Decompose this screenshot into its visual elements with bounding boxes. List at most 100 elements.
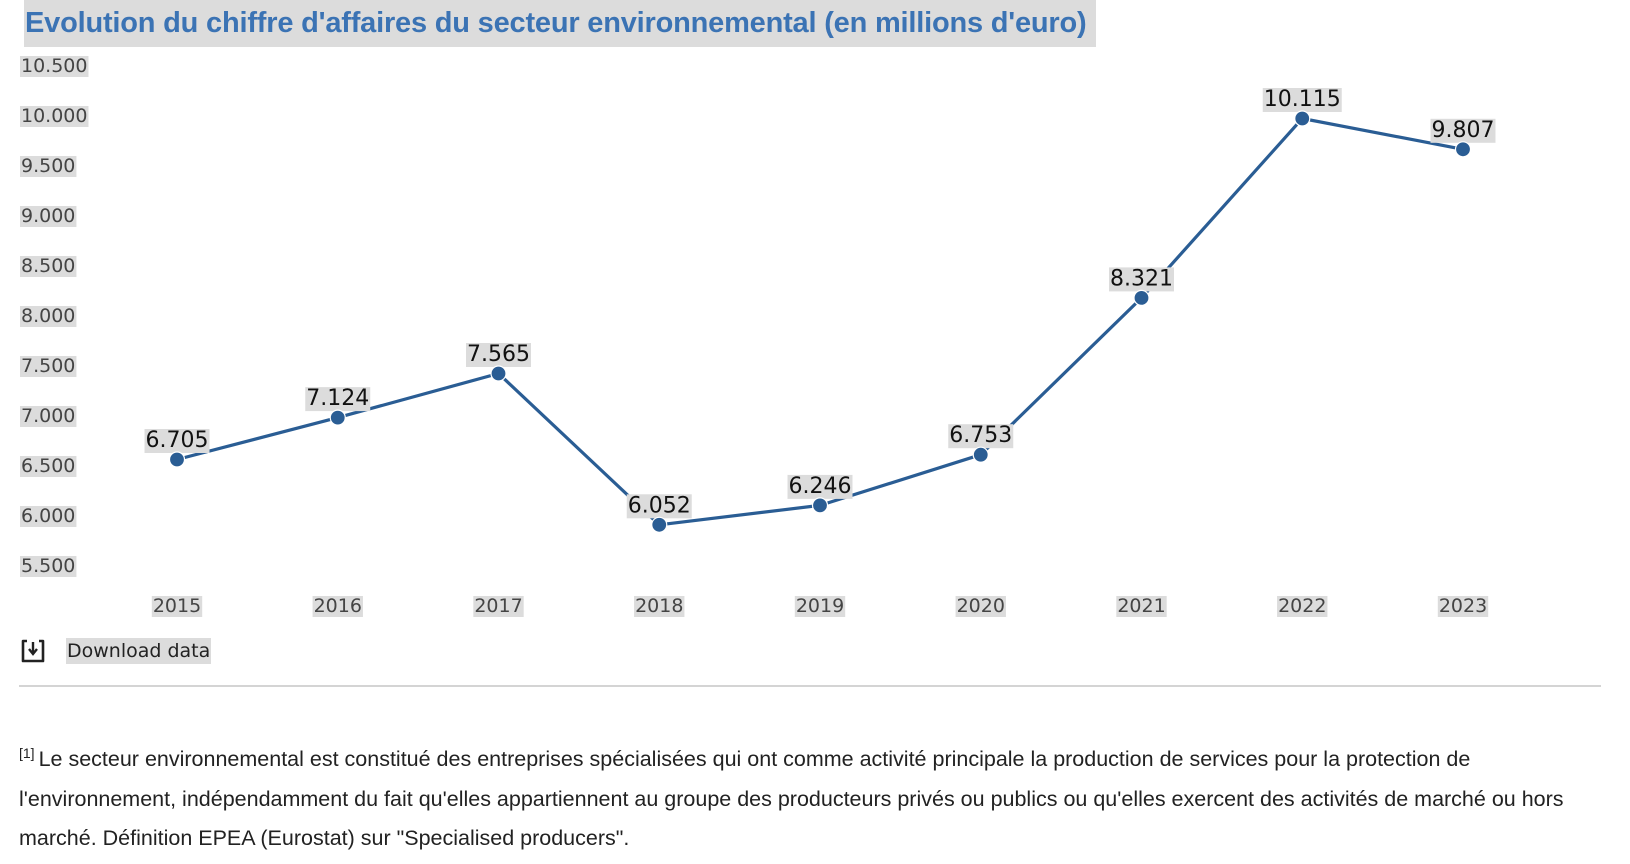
y-tick-label-bg (20, 106, 89, 127)
x-tick-label: 2021 (1116, 595, 1167, 617)
y-tick-label: 10.000 (20, 105, 89, 127)
data-point[interactable] (972, 446, 989, 463)
y-tick-label: 8.500 (20, 255, 77, 277)
data-labels: 6.705 7.124 7.565 6.052 6.246 6.753 8.321 10.11… (144, 87, 1496, 533)
data-point[interactable] (1133, 289, 1150, 306)
y-tick-label: 6.000 (20, 505, 77, 527)
y-tick-label-text: 7.500 (21, 355, 75, 377)
series-group (176, 116, 1464, 527)
data-label-text: 7.565 (467, 342, 530, 367)
footnote-text: Le secteur environnemental est constitué… (19, 747, 1564, 850)
data-label-text: 9.807 (1432, 118, 1495, 143)
y-tick-label-bg (20, 456, 77, 477)
y-tick-label-text: 5.500 (21, 555, 75, 577)
data-point[interactable] (168, 451, 186, 468)
y-tick-label-bg (20, 506, 77, 527)
chart-title: Evolution du chiffre d'affaires du secte… (24, 0, 1096, 47)
data-label-bg (626, 494, 692, 519)
data-point[interactable] (490, 365, 507, 382)
download-icon (21, 639, 45, 663)
download-data-label: Download data (66, 638, 212, 664)
x-tick-label: 2017 (473, 595, 524, 617)
x-tick-label: 2023 (1437, 595, 1489, 617)
y-tick-label-bg (20, 306, 77, 327)
download-data-button[interactable]: Download data (20, 638, 212, 664)
data-label: 6.052 (626, 493, 692, 519)
x-tick-label-text: 2021 (1117, 595, 1165, 617)
y-tick-label-bg (20, 156, 77, 177)
x-tick-label-text: 2019 (796, 595, 844, 617)
y-tick-label: 7.000 (20, 405, 77, 427)
y-tick-label-bg (20, 406, 77, 427)
y-tick-label-text: 9.500 (21, 155, 75, 177)
y-tick-label-text: 8.000 (21, 305, 75, 327)
data-label: 6.705 (144, 428, 210, 453)
x-tick-label-text: 2015 (153, 595, 201, 617)
y-axis: 10.500 10.000 9.500 9.000 8.500 8.000 7.500 7.0… (20, 55, 89, 577)
data-label-text: 7.124 (306, 386, 369, 411)
y-tick-label: 5.500 (20, 555, 77, 577)
x-tick-label-text: 2022 (1278, 595, 1326, 617)
x-axis: 2015 2016 2017 2018 2019 2020 2021 2022 2023 (151, 595, 1489, 617)
y-tick-label-text: 10.500 (21, 55, 87, 77)
y-tick-label: 9.500 (20, 155, 77, 177)
data-label-text: 6.052 (628, 493, 691, 518)
line-chart: 10.500 10.000 9.500 9.000 8.500 8.000 7.500 7.0… (20, 55, 1496, 617)
x-tick-label-bg (312, 596, 363, 617)
y-tick-label-text: 7.000 (21, 405, 75, 427)
series-line (176, 116, 1464, 527)
data-label-text: 6.246 (789, 474, 852, 499)
x-tick-label-text: 2017 (474, 595, 522, 617)
data-label-text: 6.753 (949, 423, 1012, 448)
data-label-bg (144, 429, 210, 453)
data-point[interactable] (811, 497, 829, 514)
x-tick-label: 2020 (955, 595, 1006, 617)
divider (19, 685, 1601, 687)
x-tick-label-text: 2020 (957, 595, 1005, 617)
y-tick-label-text: 10.000 (21, 105, 87, 127)
data-label: 8.321 (1109, 266, 1174, 292)
y-tick-label-text: 6.500 (21, 455, 75, 477)
data-label: 9.807 (1430, 118, 1496, 143)
data-label: 7.565 (466, 342, 531, 367)
y-tick-label: 8.000 (20, 305, 77, 327)
y-tick-label: 10.500 (20, 55, 89, 77)
y-tick-label-text: 9.000 (21, 205, 75, 227)
data-label-bg (305, 387, 371, 412)
x-tick-label-text: 2018 (635, 595, 683, 617)
x-tick-label: 2016 (312, 595, 363, 617)
x-tick-label-bg (1116, 596, 1167, 617)
y-tick-label-text: 6.000 (21, 505, 75, 527)
y-tick-label: 9.000 (20, 205, 77, 227)
x-tick-label: 2018 (634, 595, 685, 617)
data-label-bg (1262, 88, 1342, 112)
data-label-text: 8.321 (1110, 266, 1173, 291)
data-point[interactable] (329, 409, 346, 426)
x-tick-label: 2019 (794, 595, 846, 617)
y-tick-label-text: 8.500 (21, 255, 75, 277)
y-tick-label: 6.500 (20, 455, 77, 477)
y-tick-label-bg (20, 56, 89, 77)
data-label-bg (948, 424, 1014, 449)
data-label-bg (787, 474, 853, 499)
x-tick-label-bg (1277, 596, 1328, 617)
x-tick-label: 2022 (1277, 595, 1328, 617)
data-label: 6.753 (948, 423, 1014, 449)
data-point[interactable] (651, 516, 668, 533)
data-point[interactable] (1294, 110, 1311, 127)
footnote-marker: [1] (19, 745, 35, 761)
y-tick-label-bg (20, 256, 77, 277)
footnote: [1] Le secteur environnemental est consti… (19, 740, 1619, 859)
y-tick-label: 7.500 (20, 355, 77, 377)
x-tick-label: 2015 (151, 595, 203, 617)
x-tick-label-bg (1437, 596, 1489, 617)
data-label: 6.246 (787, 474, 853, 499)
x-tick-label-text: 2023 (1439, 595, 1487, 617)
data-label-bg (1430, 118, 1496, 143)
data-label-bg (1109, 267, 1174, 292)
data-point[interactable] (1454, 141, 1472, 158)
data-label: 7.124 (305, 386, 371, 412)
x-tick-label-bg (634, 596, 685, 617)
data-label-text: 10.115 (1264, 87, 1341, 112)
x-tick-label-text: 2016 (314, 595, 362, 617)
